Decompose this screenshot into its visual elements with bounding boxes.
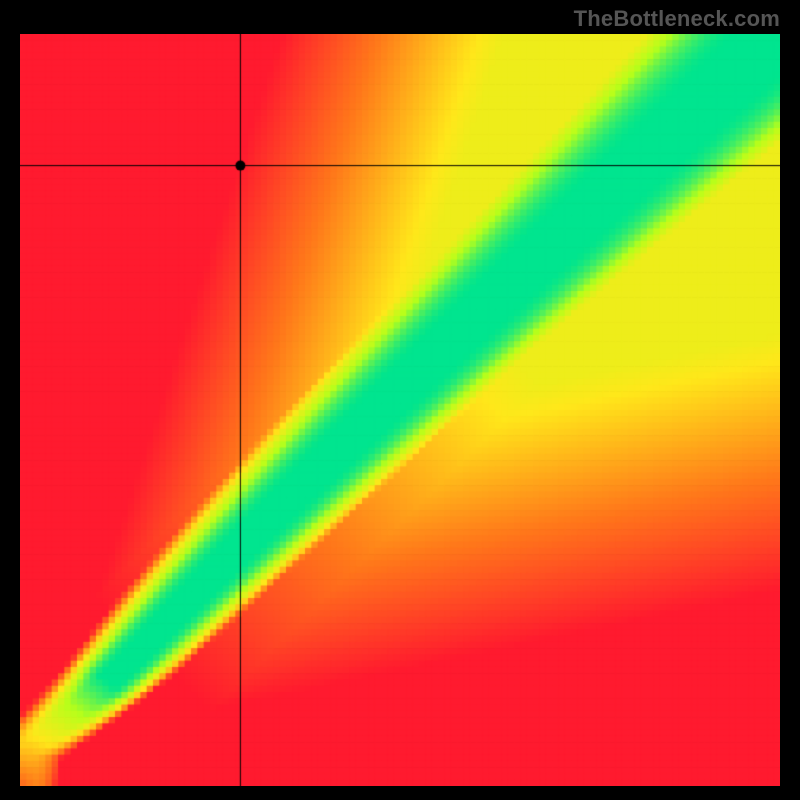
bottleneck-heatmap [20, 34, 780, 786]
watermark-text: TheBottleneck.com [574, 6, 780, 32]
chart-container: TheBottleneck.com [0, 0, 800, 800]
